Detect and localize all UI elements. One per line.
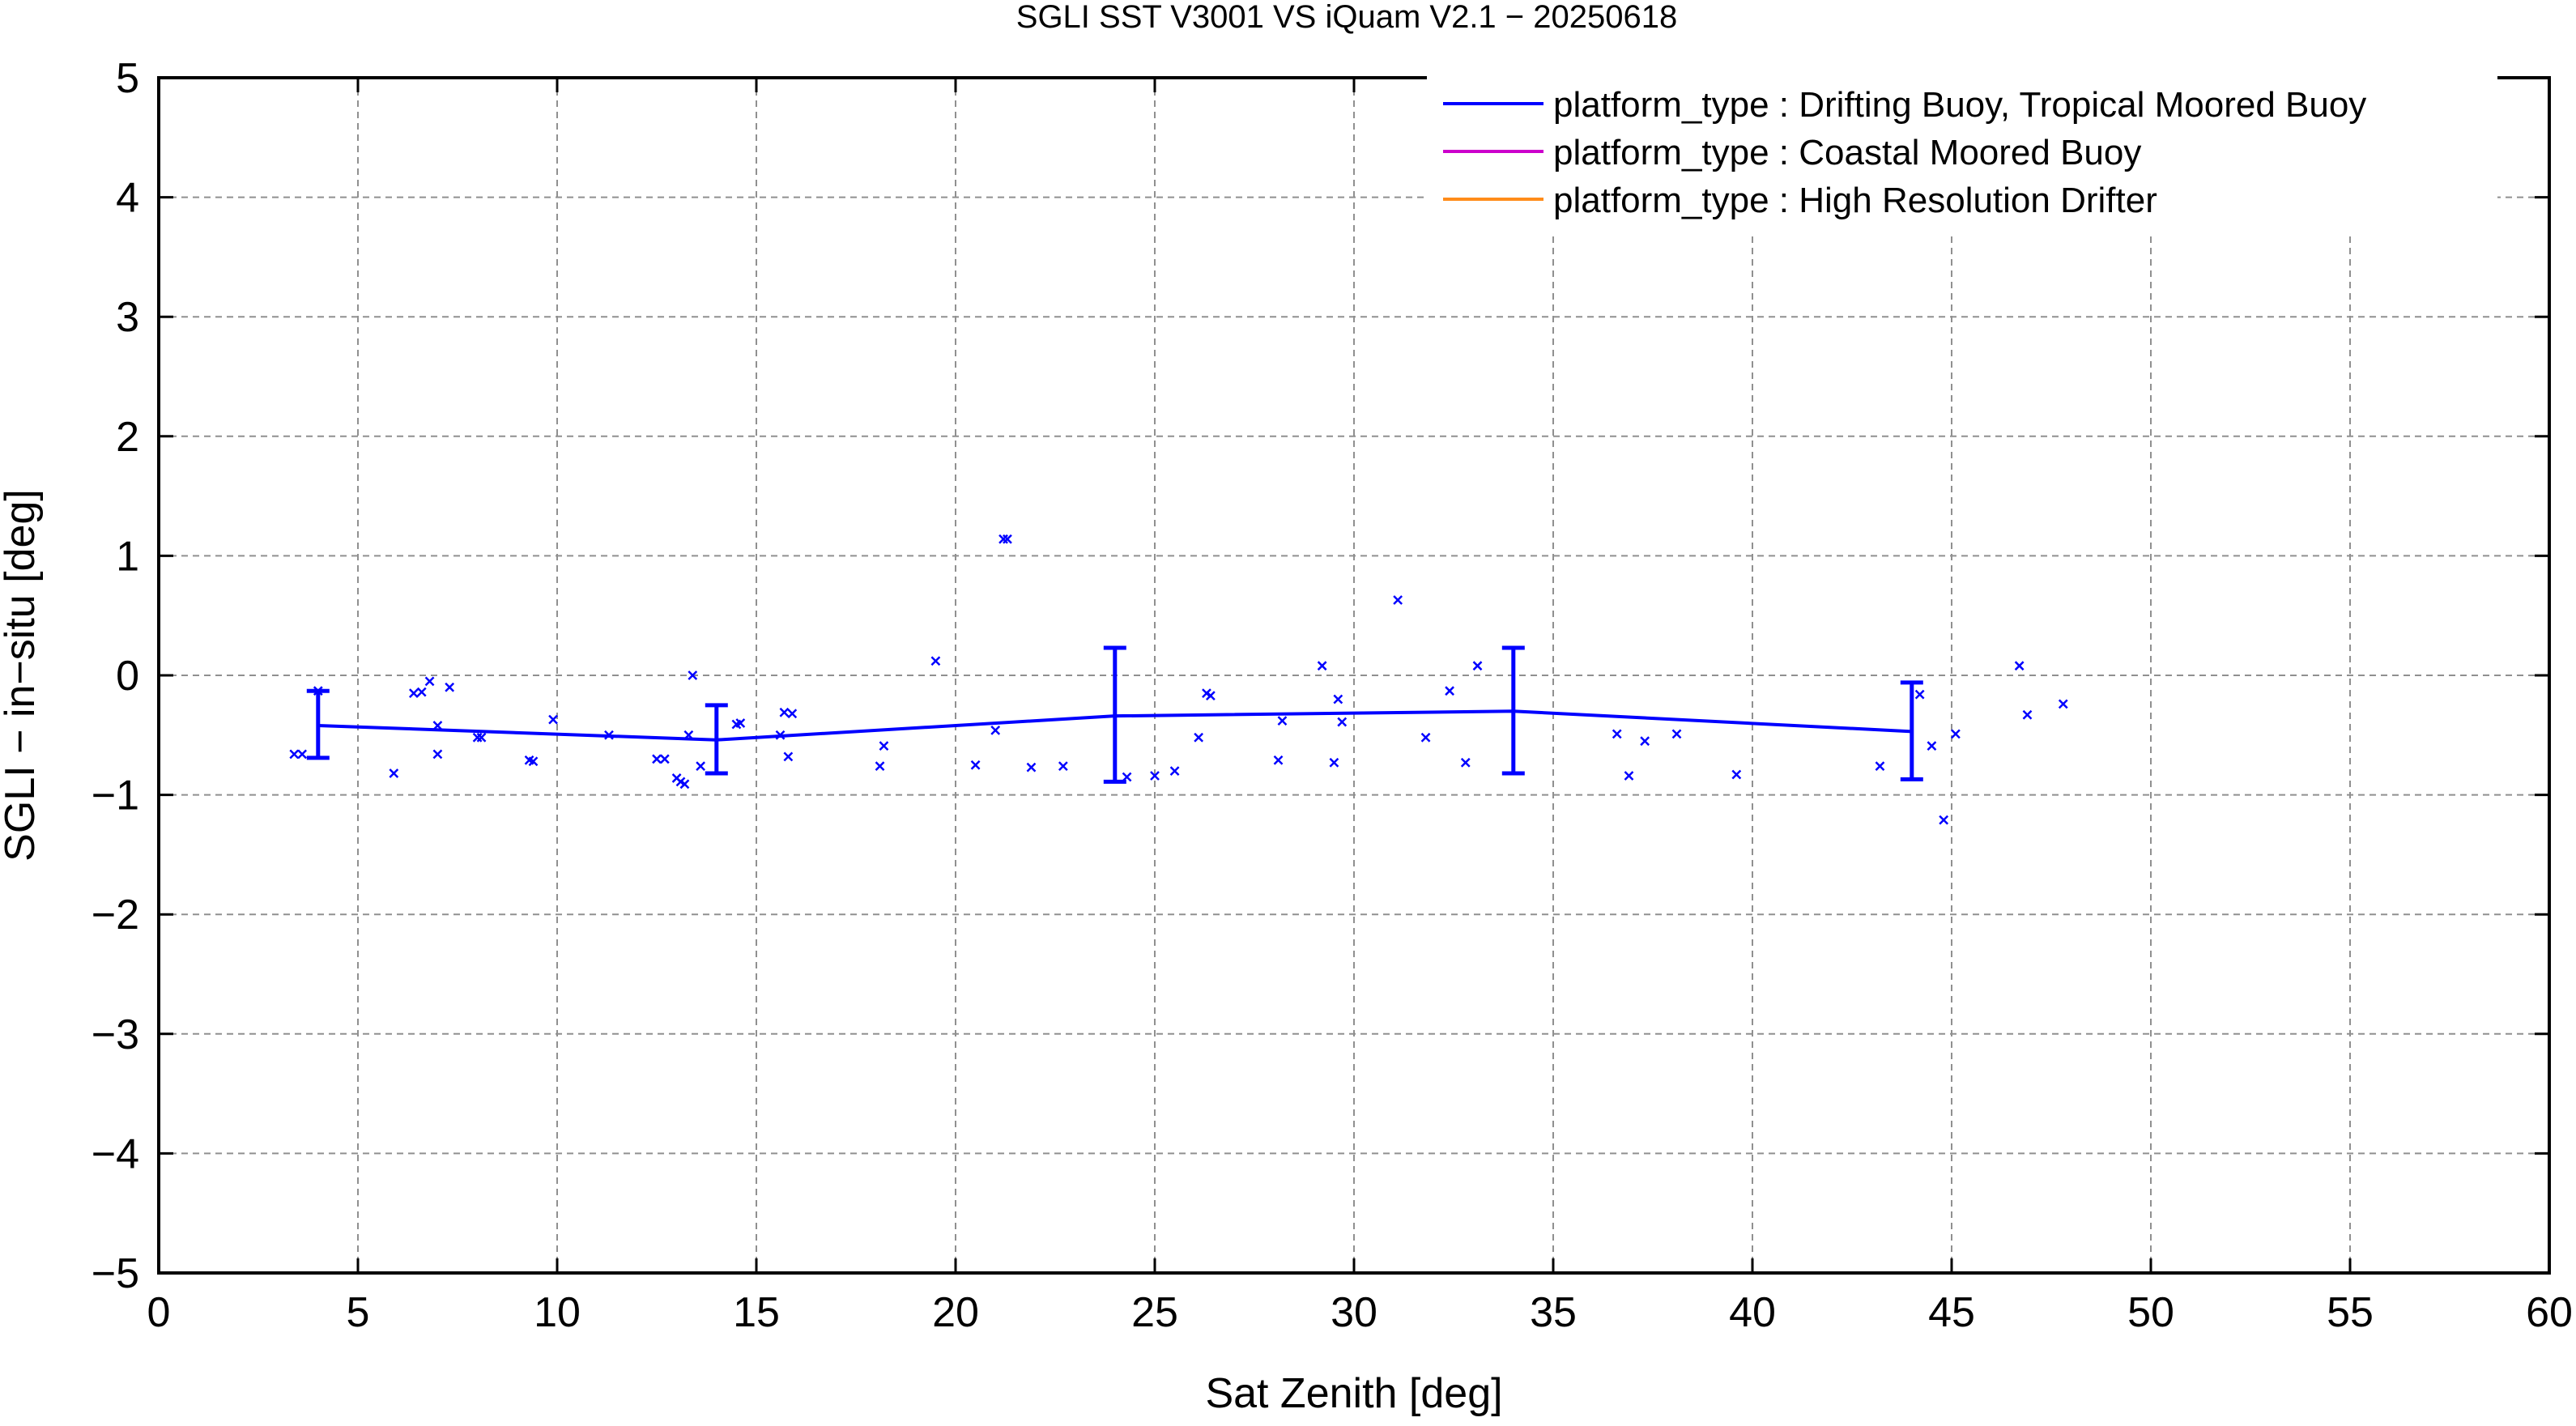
scatter-point (696, 761, 706, 772)
y-tick-label: 3 (116, 294, 139, 341)
scatter-point (1951, 729, 1961, 739)
x-tick-label: 50 (2127, 1289, 2174, 1336)
y-tick-label: 5 (116, 55, 139, 102)
scatter-point (1393, 595, 1403, 605)
scatter-point (1169, 766, 1180, 776)
scatter-point (875, 761, 885, 772)
data-layer (289, 534, 2068, 825)
scatter-point (1329, 757, 1339, 768)
legend-entry-label: platform_type : High Resolution Drifter (1553, 181, 2157, 220)
scatter-point (476, 732, 487, 743)
scatter-point (1194, 732, 1204, 743)
scatter-point (1671, 729, 1682, 739)
scatter-point (2058, 699, 2068, 709)
scatter-point (1731, 769, 1742, 780)
legend-entry-label: platform_type : Coastal Moored Buoy (1553, 133, 2141, 172)
y-tick-label: −1 (92, 773, 139, 819)
scatter-point (528, 756, 539, 767)
scatter-point (1460, 757, 1471, 768)
scatter-point (1640, 736, 1650, 747)
scatter-point (1420, 732, 1431, 743)
scatter-point (1914, 689, 1925, 700)
scatter-point (1472, 661, 1483, 671)
x-tick-label: 40 (1729, 1289, 1776, 1336)
x-tick-label: 55 (2327, 1289, 2374, 1336)
scatter-point (1624, 771, 1634, 781)
scatter-point (659, 754, 670, 764)
y-tick-label: −2 (92, 892, 139, 939)
y-tick-label: −3 (92, 1011, 139, 1058)
scatter-point (1317, 661, 1327, 671)
scatter-point (1122, 772, 1132, 782)
scatter-point (1939, 815, 1949, 825)
x-tick-label: 10 (534, 1289, 581, 1336)
scatter-point (930, 656, 941, 666)
scatter-point (688, 670, 698, 680)
scatter-point (297, 749, 308, 760)
x-tick-label: 45 (1928, 1289, 1975, 1336)
scatter-point (416, 687, 427, 697)
scatter-point (970, 760, 981, 770)
scatter-point (1337, 717, 1348, 727)
scatter-point (548, 714, 558, 725)
x-tick-label: 15 (733, 1289, 780, 1336)
scatter-point (1875, 761, 1885, 772)
scatter-point (289, 749, 300, 760)
y-axis-label: SGLI − in−situ [deg] (0, 489, 44, 862)
scatter-point (389, 768, 399, 778)
scatter-point (679, 779, 690, 790)
grid-layer (159, 78, 2549, 1273)
scatter-point (445, 682, 455, 692)
x-tick-label: 5 (347, 1289, 370, 1336)
scatter-point (432, 749, 443, 760)
y-tick-label: 0 (116, 653, 139, 700)
y-tick-label: −4 (92, 1130, 139, 1177)
scatter-point (2022, 709, 2033, 720)
scatter-point (1333, 694, 1343, 704)
legend: platform_type : Drifting Buoy, Tropical … (1427, 74, 2497, 233)
scatter-point (779, 707, 790, 717)
chart-title: SGLI SST V3001 VS iQuam V2.1 − 20250618 (1016, 0, 1677, 35)
scatter-point (1927, 741, 1937, 751)
legend-entry-label: platform_type : Drifting Buoy, Tropical … (1553, 85, 2366, 125)
y-tick-label: −5 (92, 1250, 139, 1297)
x-axis-label: Sat Zenith [deg] (1205, 1370, 1502, 1417)
x-tick-label: 35 (1530, 1289, 1577, 1336)
scatter-point (735, 718, 746, 728)
y-tick-label: 1 (116, 533, 139, 580)
plot-frame (157, 76, 2551, 1275)
scatter-point (1026, 762, 1037, 773)
x-tick-label: 20 (932, 1289, 979, 1336)
y-tick-label: 2 (116, 414, 139, 461)
scatter-point (1273, 755, 1284, 765)
scatter-point (1612, 729, 1622, 739)
y-tick-label: 4 (116, 175, 139, 222)
scatter-point (783, 751, 794, 762)
scatter-point (1150, 771, 1160, 781)
x-tick-label: 60 (2526, 1289, 2573, 1336)
scatter-point (2014, 661, 2025, 671)
scatter-point (1003, 534, 1012, 544)
scatter-point (879, 741, 889, 751)
scatter-point (1205, 691, 1216, 700)
x-tick-label: 25 (1131, 1289, 1178, 1336)
scatter-point (652, 754, 662, 764)
x-tick-label: 30 (1331, 1289, 1377, 1336)
legend-background (1427, 74, 2497, 233)
scatter-point (1058, 761, 1068, 772)
scatter-point (408, 688, 419, 699)
scatter-point (787, 709, 798, 719)
scatter-point (1445, 686, 1454, 696)
scatter-point (1277, 716, 1288, 726)
scatter-point (990, 726, 1001, 735)
scatter-point (424, 676, 435, 687)
x-tick-label: 0 (147, 1289, 171, 1336)
